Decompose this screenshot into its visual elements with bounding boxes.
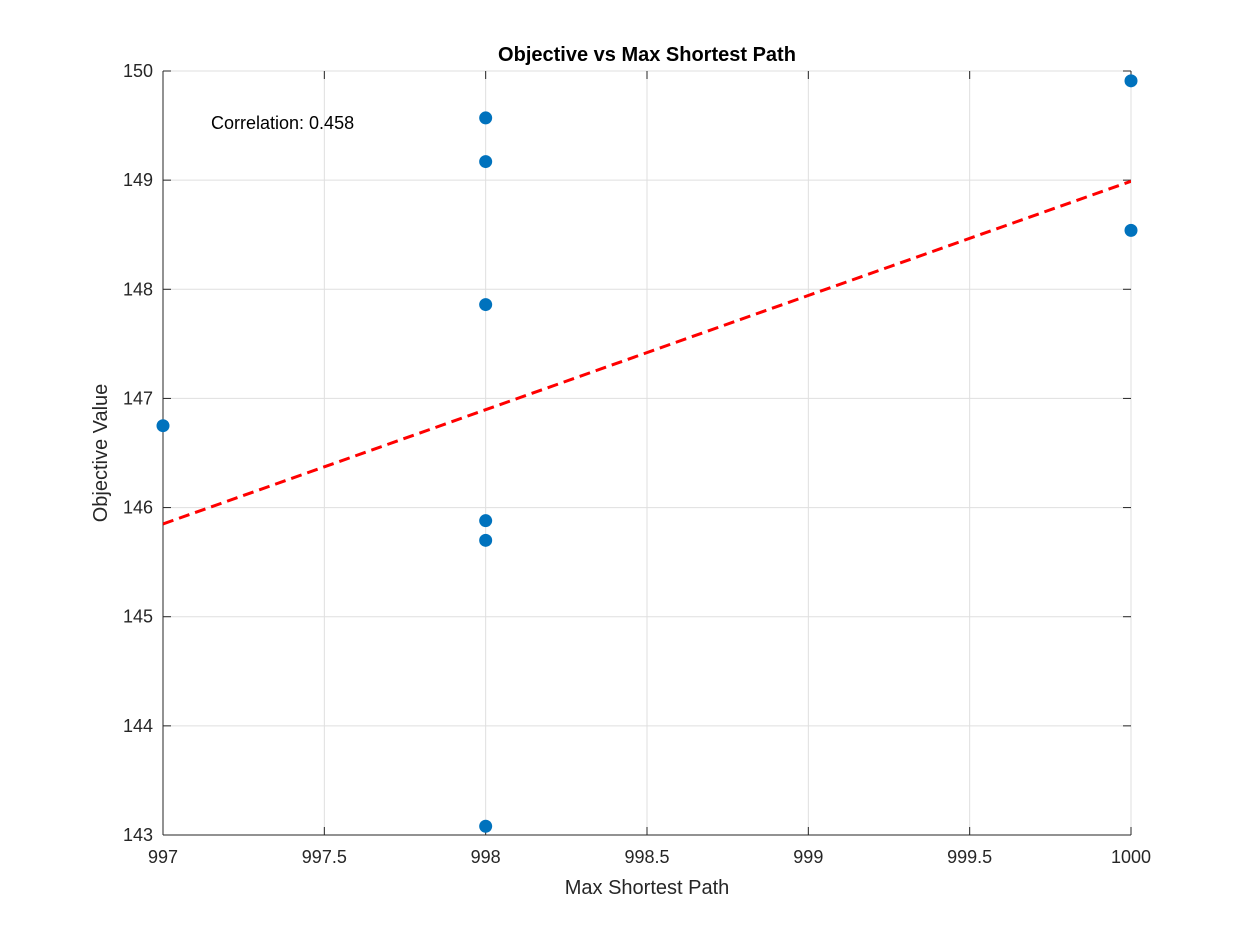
y-tick-label: 145: [123, 607, 153, 627]
y-tick-label: 143: [123, 825, 153, 845]
x-tick-label: 998.5: [624, 847, 669, 867]
trendline: [163, 179, 1131, 526]
data-point: [1124, 223, 1138, 237]
data-points: [156, 74, 1138, 833]
x-tick-labels: 997 997.5 998 998.5 999 999.5 1000: [148, 847, 1151, 867]
data-point: [479, 155, 493, 169]
y-axis-label: Objective Value: [90, 384, 112, 523]
data-point: [479, 533, 493, 547]
data-point: [479, 514, 493, 528]
x-axis-label: Max Shortest Path: [565, 877, 730, 899]
y-tick-label: 149: [123, 170, 153, 190]
x-tick-label: 997: [148, 847, 178, 867]
y-tick-label: 144: [123, 716, 153, 736]
x-tick-label: 999: [793, 847, 823, 867]
y-tick-labels: 143 144 145 146 147 148 149 150: [123, 61, 153, 845]
x-tick-label: 999.5: [947, 847, 992, 867]
y-tick-label: 147: [123, 388, 153, 408]
x-tick-label: 1000: [1111, 847, 1151, 867]
x-tick-label: 997.5: [302, 847, 347, 867]
data-point: [1124, 74, 1138, 88]
data-point: [479, 111, 493, 125]
y-tick-label: 148: [123, 279, 153, 299]
correlation-annotation: Correlation: 0.458: [211, 113, 354, 133]
y-tick-label: 146: [123, 498, 153, 518]
y-tick-label: 150: [123, 61, 153, 81]
trendline-group: [163, 179, 1131, 526]
chart-title: Objective vs Max Shortest Path: [498, 44, 796, 66]
data-point: [479, 819, 493, 833]
data-point: [479, 298, 493, 312]
x-tick-label: 998: [471, 847, 501, 867]
data-point: [156, 419, 170, 433]
